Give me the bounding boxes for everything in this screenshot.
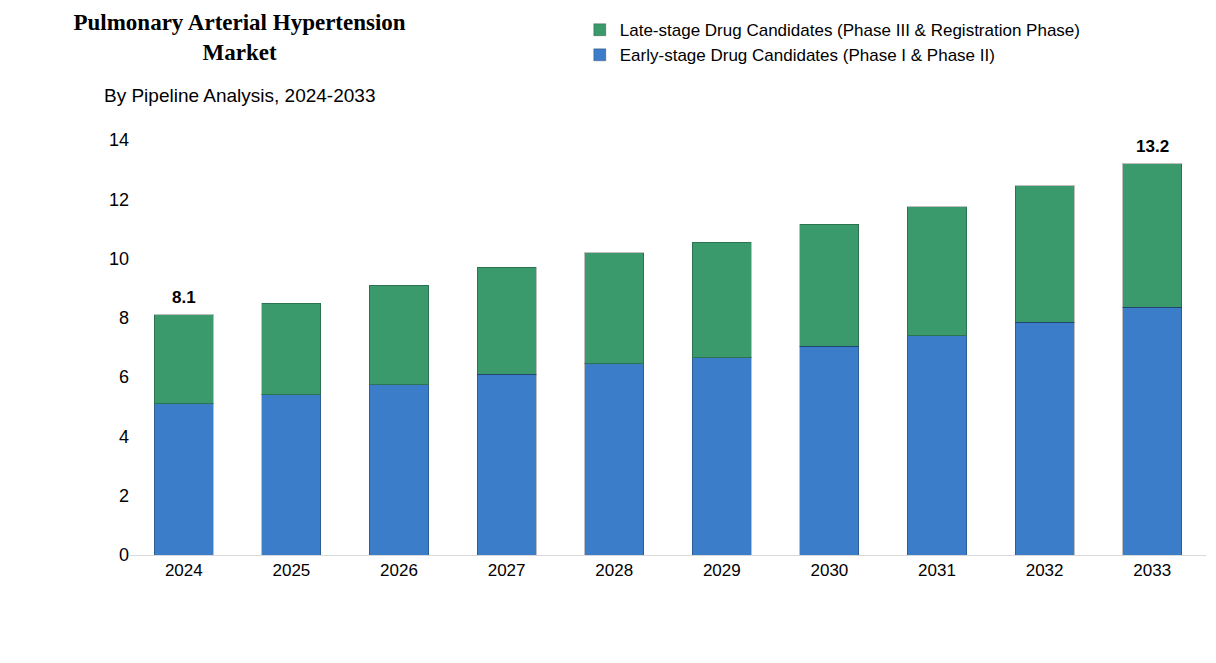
- svg-text:2025: 2025: [272, 561, 310, 580]
- svg-text:2030: 2030: [810, 561, 848, 580]
- svg-text:Early-stage Drug Candidates (P: Early-stage Drug Candidates (Phase I & P…: [620, 46, 995, 65]
- svg-text:By Pipeline Analysis, 2024-203: By Pipeline Analysis, 2024-2033: [104, 85, 375, 106]
- svg-text:14: 14: [109, 130, 129, 150]
- svg-text:4: 4: [119, 427, 129, 447]
- svg-text:2026: 2026: [380, 561, 418, 580]
- svg-text:2033: 2033: [1133, 561, 1171, 580]
- svg-text:8.1: 8.1: [172, 288, 196, 307]
- svg-text:8: 8: [119, 308, 129, 328]
- svg-text:2031: 2031: [918, 561, 956, 580]
- svg-text:6: 6: [119, 367, 129, 387]
- svg-text:2028: 2028: [595, 561, 633, 580]
- svg-text:10: 10: [109, 249, 129, 269]
- svg-text:2027: 2027: [488, 561, 526, 580]
- svg-text:2: 2: [119, 486, 129, 506]
- svg-text:0: 0: [119, 545, 129, 565]
- svg-text:Pulmonary Arterial Hypertensio: Pulmonary Arterial HypertensionMarket: [73, 10, 405, 65]
- svg-text:2024: 2024: [165, 561, 203, 580]
- svg-text:12: 12: [109, 190, 129, 210]
- svg-text:2032: 2032: [1026, 561, 1064, 580]
- svg-text:2029: 2029: [703, 561, 741, 580]
- svg-text:Late-stage Drug Candidates (Ph: Late-stage Drug Candidates (Phase III & …: [620, 21, 1080, 40]
- svg-text:13.2: 13.2: [1136, 137, 1169, 156]
